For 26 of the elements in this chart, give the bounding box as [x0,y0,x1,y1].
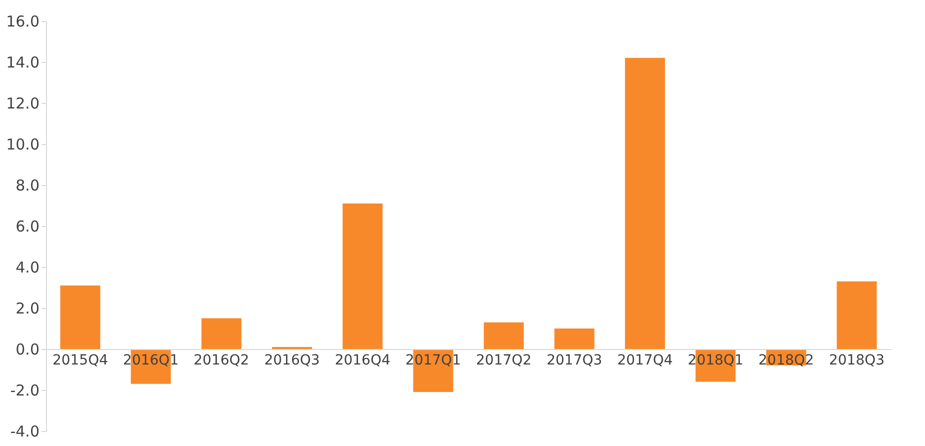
bar [836,281,877,349]
y-tick-label: 4.0 [16,258,40,276]
x-tick-label: 2017Q4 [617,352,673,368]
bar [624,58,665,349]
x-tick-label: 2016Q3 [264,352,320,368]
y-tick-label: 14.0 [6,54,40,72]
x-tick-label: 2015Q4 [52,352,108,368]
bar [60,285,100,349]
bar [484,322,524,349]
y-tick-label: 0.0 [16,340,40,358]
y-tick-label: -4.0 [10,422,40,440]
y-tick-label: 2.0 [16,300,40,318]
x-tick-label: 2017Q2 [476,352,532,368]
y-tick-label: 8.0 [16,176,40,194]
x-tick-label: 2016Q2 [194,352,250,368]
x-tick-label: 2018Q3 [828,352,885,368]
y-tick-label: -2.0 [10,382,40,400]
x-tick-label: 2016Q4 [334,352,390,368]
x-tick-label: 2017Q3 [546,352,602,368]
bar [342,203,383,349]
bar [201,318,242,349]
y-tick-label: 10.0 [6,136,40,154]
y-tick-label: 12.0 [6,94,40,112]
y-tick-label: 16.0 [6,12,40,30]
bar [554,328,594,349]
y-tick-label: 6.0 [16,218,40,236]
